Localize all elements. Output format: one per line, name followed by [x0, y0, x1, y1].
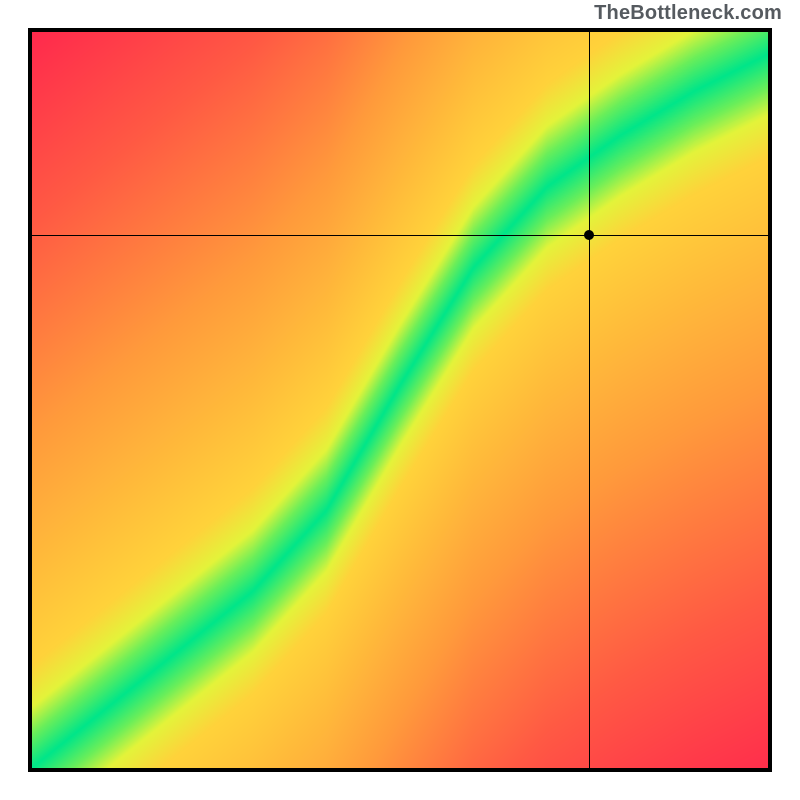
- heatmap-canvas: [32, 32, 768, 768]
- watermark-text: TheBottleneck.com: [594, 2, 782, 25]
- bottleneck-heatmap: [28, 28, 772, 772]
